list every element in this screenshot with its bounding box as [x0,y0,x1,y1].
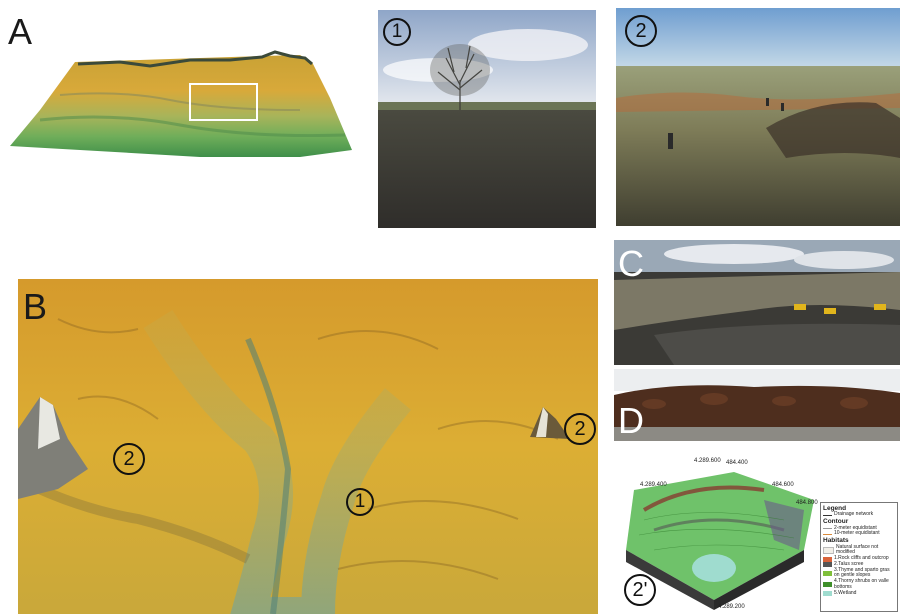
drainage-line-swatch [823,514,832,516]
photo-1-field: 1 [378,10,596,228]
habitat-swatch-rock [823,556,832,562]
marker-2-right: 2 [564,413,596,445]
panel-c-letter: C [618,243,644,284]
legend-habitat-label: 5.Wetland [834,589,857,596]
coord-label-5: 484.800 [796,500,818,506]
legend-habitat-label: 2.Talus scree [834,560,864,567]
legend-habitat-label: 3.Thyme and sparto gras on gentle slopes [834,566,890,579]
rock-pile-photo [614,369,900,441]
legend-habitat-label: Natural surface not modified [836,543,879,556]
panel-habitat-3d-map: 4.289.600 484.400 4.289.400 484.600 484.… [614,450,820,614]
legend-contour-2m-row: 2-meter equidistant [823,524,895,532]
highlight-rectangle [189,83,258,121]
terrain-overview-render [10,50,352,157]
legend-habitat-label: 1.Rock cliffs and outcrop [834,555,889,562]
legend-habitat-label: 4.Thorny shrubs on valle bottoms [834,578,889,590]
habitat-swatch-wetland [823,591,832,597]
coord-label-6: 4.289.200 [718,604,745,610]
peak-left [18,397,88,499]
habitat-swatch-natural [823,546,834,554]
habitat-map-badge: 2' [624,574,656,606]
marker-2-left: 2 [113,443,145,475]
field-tree-photo [378,10,596,228]
panel-b-terrain-detail: B 2 2 1 [18,279,598,614]
photo-1-badge: 1 [383,18,411,46]
habitat-3d-block [626,472,814,610]
legend-contour-title: Contour [823,518,849,526]
coord-label-1: 4.289.600 [694,458,721,464]
legend-contour-10m-row: 10-meter equidistant [823,531,895,537]
legend-drainage-row: Drainage network [823,512,895,518]
coord-label-3: 4.289.400 [640,482,667,488]
panel-c-quarry-photo: C [614,240,900,365]
legend-habitat-row: 2.Talus scree [823,560,895,568]
terrain-detail-render [18,279,598,614]
panel-d-rock-pile-photo: D [614,369,900,441]
panel-b-letter: B [23,286,48,327]
panel-a-terrain-overview: A [0,0,370,170]
legend-habitat-row: 4.Thorny shrubs on valle bottoms [823,578,895,591]
legend-title: Legend [823,505,847,512]
habitat-swatch-thorny [823,582,832,588]
legend-habitat-row: Natural surface not modified [823,543,895,557]
habitat-swatch-thyme [823,570,832,576]
habitat-swatch-talus [823,562,832,568]
contour-10m-swatch [823,533,832,535]
legend-habitat-row: 3.Thyme and sparto gras on gentle slopes [823,566,895,580]
coord-label-2: 484.400 [726,460,748,466]
contour-2m-swatch [823,528,832,530]
photo-2-badge: 2 [625,15,657,47]
marker-1-center: 1 [346,488,374,516]
hillside-photo [616,8,900,226]
quarry-photo [614,240,900,365]
bare-tree [437,45,483,110]
panel-a-letter: A [8,11,33,52]
legend-contour-10m-label: 10-meter equidistant [834,530,880,537]
coord-label-4: 484.600 [772,482,794,488]
photo-2-hillside: 2 [616,8,900,226]
legend-contour-2m-label: 2-meter equidistant [834,524,877,531]
legend-habitat-row: 1.Rock cliffs and outcrop [823,555,895,562]
legend-habitat-row: 5.Wetland [823,589,895,597]
legend-drainage-label: Drainage network [834,511,874,518]
legend-habitats-title: Habitats [823,537,849,545]
panel-d-letter: D [618,400,644,441]
habitat-legend: Legend Drainage network Contour 2-meter … [820,502,898,612]
